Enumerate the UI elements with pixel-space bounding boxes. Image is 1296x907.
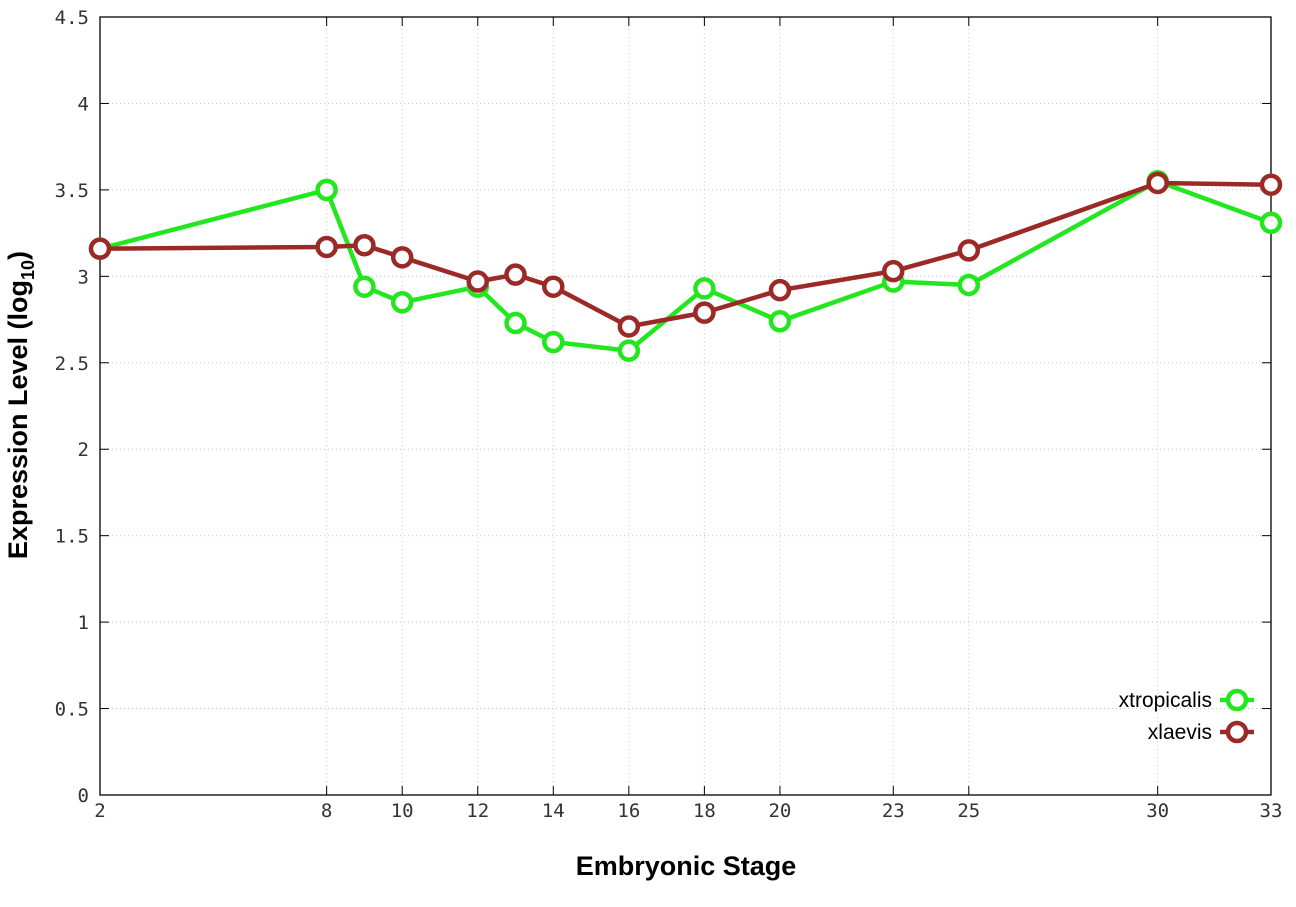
y-tick-label: 2.5 [55,353,89,375]
y-tick-label: 1 [78,612,89,634]
data-point-xlaevis [504,263,527,286]
data-point-xtropicalis [542,330,565,354]
data-point-xlaevis [882,259,905,283]
data-point-xlaevis [315,235,338,259]
data-point-xtropicalis [1259,211,1283,234]
x-tick-label: 20 [768,800,791,822]
y-tick-label: 0 [78,785,89,807]
x-tick-label: 2 [94,800,105,822]
y-tick-label: 3 [78,266,89,288]
x-tick-label: 8 [321,800,332,822]
x-tick-label: 30 [1146,800,1169,822]
legend-marker-xlaevis [1225,720,1249,744]
x-tick-label: 12 [466,800,489,822]
x-tick-label: 25 [957,800,980,822]
y-axis-title-main: Expression Level (log [3,280,33,559]
data-point-xlaevis [693,301,716,324]
data-point-xtropicalis [390,291,414,314]
data-point-xlaevis [1259,173,1283,196]
data-point-xlaevis [957,239,981,262]
x-tick-label: 18 [693,800,716,822]
data-point-xtropicalis [315,178,338,202]
x-axis-title: Embryonic Stage [576,851,797,881]
x-tick-label: 23 [882,800,905,822]
axis-ticks: 0 0.5 1 1.5 2 2.5 3 3.5 4 4.5 2 8 10 12 14 16 18 20 23 25 30… [55,7,1283,822]
legend-label-xlaevis: xlaevis [1148,721,1212,744]
data-point-xlaevis [1146,171,1169,195]
data-point-xlaevis [353,233,376,257]
data-point-xlaevis [390,246,414,269]
y-tick-label: 4.5 [55,7,89,29]
y-axis-title-subscript: 10 [18,260,38,280]
legend-marker-xtropicalis [1225,688,1249,712]
legend-label-xtropicalis: xtropicalis [1119,689,1212,712]
data-point-xtropicalis [617,339,641,362]
y-tick-label: 2 [78,439,89,461]
x-tick-label: 33 [1260,800,1283,822]
data-series [88,169,1283,362]
data-point-xlaevis [88,237,112,260]
plot-area-frame [99,16,1272,796]
data-point-xlaevis [617,315,641,338]
data-point-xtropicalis [504,311,527,335]
data-point-xlaevis [466,270,489,293]
data-point-xtropicalis [353,275,376,298]
data-point-xtropicalis [957,273,981,297]
y-tick-label: 0.5 [55,699,89,721]
y-axis-title: Expression Level (log10) [3,251,38,559]
data-point-xtropicalis [693,277,716,300]
data-point-xlaevis [768,278,792,302]
y-tick-label: 3.5 [55,180,89,202]
data-point-xtropicalis [768,310,792,333]
y-tick-label: 1.5 [55,526,89,548]
x-tick-label: 10 [391,800,414,822]
x-tick-label: 16 [617,800,640,822]
x-tick-label: 14 [542,800,565,822]
y-axis-title-close: ) [3,251,33,260]
data-point-xlaevis [542,275,565,298]
legend: xtropicalis xlaevis [1119,688,1254,744]
y-tick-label: 4 [78,93,89,115]
gridlines [100,17,1271,795]
